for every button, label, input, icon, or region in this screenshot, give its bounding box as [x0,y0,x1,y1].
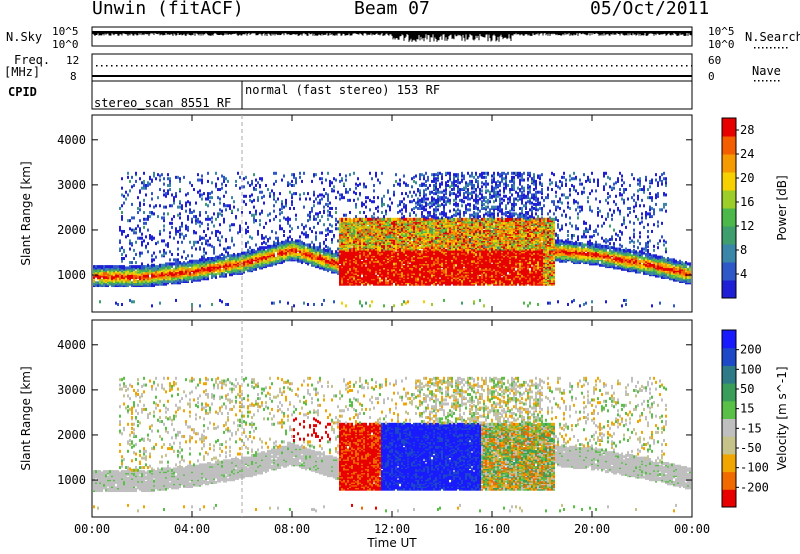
velocity-colorbar-swatch [722,347,736,366]
nsky-label: N.Sky [6,30,43,44]
date-title: 05/Oct/2011 [590,0,710,19]
freq-label: Freq. [14,53,51,67]
velocity-colorbar-tick-label: 50 [740,382,754,396]
power-colorbar-swatch [722,226,736,245]
velocity-colorbar-swatch [722,418,736,437]
nave-tick-low: 0 [708,70,715,83]
nave-tick-high: 60 [708,54,722,67]
velocity-colorbar-swatch [722,453,736,473]
xtick-label: 08:00 [274,522,310,536]
nsearch-tick-high: 10^5 [708,25,735,38]
velocity-colorbar: 200 100 50 15 -15 -50 -100 -200 Velocity [m s^-1… [721,329,789,508]
freq-trace [96,65,693,67]
power-colorbar-label: Power [dB] [775,175,789,240]
power-cells [93,171,691,308]
cpid-segment-1: stereo_scan 8551 RF [94,96,232,110]
power-ytick-label: 4000 [57,133,86,147]
nsky-panel-frame [91,26,693,47]
power-colorbar-tick-label: 20 [740,171,754,185]
power-colorbar-tick-label: 16 [740,195,754,209]
power-ytick-label: 3000 [57,178,86,192]
freq-tick-high: 12 [66,54,80,67]
power-colorbar-swatch [722,280,736,299]
power-colorbar-swatch [722,208,736,227]
velocity-ytick-label: 2000 [57,428,86,442]
velocity-colorbar-tick-label: 100 [740,362,762,376]
power-heatmap: 1000 2000 3000 4000 Slant Range [km] 4 8 12 16 20… [19,114,789,313]
xtick-label: 20:00 [574,522,610,536]
nsky-trace [91,31,692,42]
velocity-colorbar-tick-label: -100 [740,461,769,475]
xtick-label: 16:00 [474,522,510,536]
velocity-ytick-label: 4000 [57,338,86,352]
velocity-colorbar-swatch [722,365,736,384]
velocity-ylabel: Slant Range [km] [19,366,33,470]
power-colorbar-swatch [722,244,736,263]
power-ytick-label: 1000 [57,268,86,282]
power-colorbar-swatch [722,190,736,209]
legend-dots [754,47,788,82]
power-colorbar-frame [721,117,737,299]
power-ytick-label: 2000 [57,223,86,237]
velocity-ytick-label: 3000 [57,383,86,397]
cpid-label: CPID [8,85,37,99]
velocity-colorbar-tick-label: -50 [740,441,762,455]
nave-label: Nave [752,64,781,78]
power-colorbar-tick-label: 4 [740,267,747,281]
velocity-colorbar-tick-label: -200 [740,480,769,494]
cpid-panel-frame [91,80,693,110]
power-colorbar-tick-label: 12 [740,219,754,233]
velocity-colorbar-swatch [722,436,736,455]
velocity-colorbar-swatch [722,489,736,508]
velocity-colorbar-tick-label: 15 [740,402,754,416]
velocity-colorbar-frame [721,329,737,508]
nsky-tick-high: 10^5 [52,25,79,38]
velocity-colorbar-swatch [722,400,736,419]
velocity-colorbar-label: Velocity [m s^-1] [775,366,789,470]
velocity-heatmap: 1000 2000 3000 4000 Slant Range [km] 00:00 04:… [19,319,789,550]
xlabel: Time UT [366,536,417,550]
power-colorbar: 4 8 12 16 20 24 28 Power [dB] [721,117,789,299]
velocity-colorbar-tick-label: 200 [740,343,762,357]
velocity-ytick-label: 1000 [57,473,86,487]
velocity-colorbar-swatch [722,471,736,490]
station-title: Unwin (fitACF) [92,0,244,19]
velocity-colorbar-swatch [722,330,736,349]
power-colorbar-swatch [722,136,736,155]
cpid-segment-2: normal (fast stereo) 153 RF [245,83,441,97]
nsearch-tick-low: 10^0 [708,38,735,51]
xtick-label: 12:00 [374,522,410,536]
nsky-tick-low: 10^0 [52,38,79,51]
freq-unit-label: [MHz] [4,65,41,79]
power-colorbar-tick-label: 24 [740,147,754,161]
xtick-label: 00:00 [74,522,110,536]
xtick-label: 04:00 [174,522,210,536]
power-colorbar-swatch [722,262,736,281]
power-colorbar-tick-label: 28 [740,123,754,137]
freq-tick-low: 8 [70,70,77,83]
velocity-cells [93,376,691,513]
velocity-colorbar-tick-label: -15 [740,421,762,435]
power-colorbar-swatch [722,118,736,137]
nsearch-label: N.Search [745,30,800,44]
xtick-label: 00:00 [674,522,710,536]
power-ylabel: Slant Range [km] [19,161,33,265]
power-colorbar-tick-label: 8 [740,243,747,257]
power-colorbar-swatch [722,154,736,173]
power-colorbar-swatch [722,172,736,191]
beam-title: Beam 07 [354,0,430,19]
velocity-colorbar-swatch [722,383,736,402]
